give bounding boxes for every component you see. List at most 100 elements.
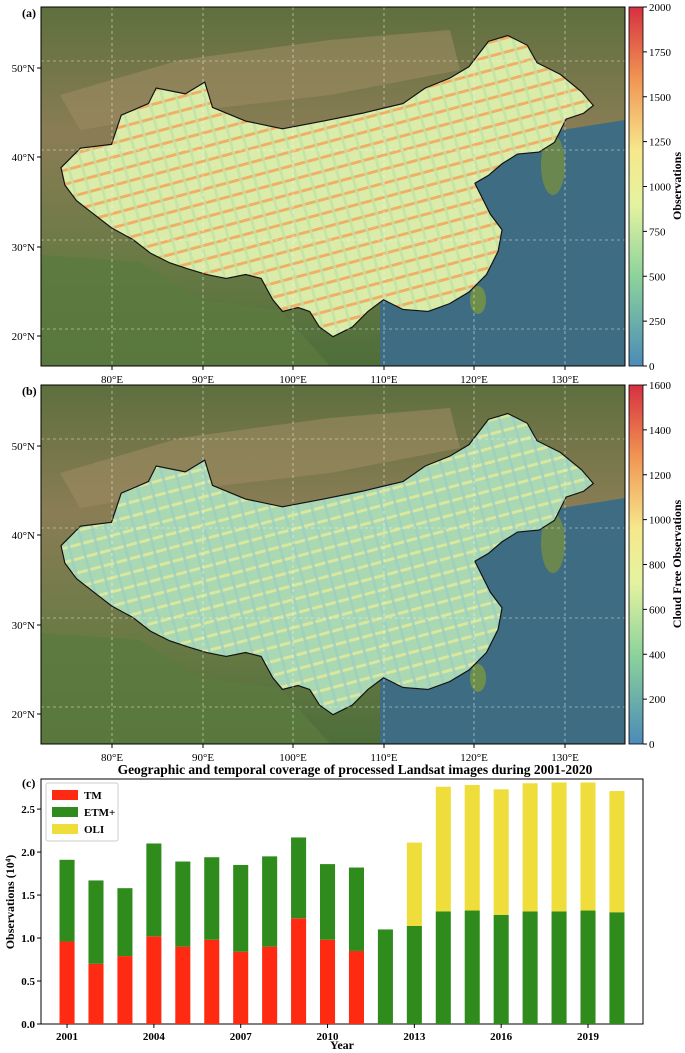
legend-entry: TM	[84, 790, 102, 802]
bar-etm-plus-2001	[59, 859, 75, 942]
panel-b-colorbar	[628, 384, 644, 745]
bar-tm-2005	[175, 946, 191, 1024]
panel-b: (b) 50°N 40°N 30°N 20°N 80°E 90°E 100°E 110°E 1…	[12, 380, 684, 764]
bar-etm-plus-2007	[233, 864, 249, 952]
bar-tm-2010	[320, 939, 336, 1024]
panel-b-lat-tick: 20°N	[12, 709, 35, 721]
panel-a-lat-tick: 40°N	[12, 152, 35, 164]
panel-a-colorbar-tick: 750	[649, 226, 666, 238]
chart-plot-area	[40, 778, 644, 1025]
bar-etm-plus-2009	[291, 837, 307, 919]
y-tick-label: 1.5	[21, 890, 35, 902]
bar-etm-plus-2019	[580, 910, 596, 1024]
panel-b-label: (b)	[22, 384, 37, 398]
bar-tm-2008	[262, 946, 278, 1024]
panel-a-colorbar-label: Observations	[670, 152, 684, 220]
legend-swatch	[52, 807, 78, 817]
panel-b-colorbar-tick: 200	[649, 694, 666, 706]
bar-etm-plus-2015	[464, 910, 480, 1024]
panel-a-lat-tick: 30°N	[12, 242, 35, 254]
bar-etm-plus-2016	[493, 914, 509, 1024]
x-tick-label: 2016	[490, 1031, 513, 1043]
panel-a-lat-tick: 20°N	[12, 331, 35, 343]
legend-entry: ETM+	[84, 807, 115, 819]
bar-tm-2001	[59, 941, 75, 1024]
bar-etm-plus-2002	[88, 880, 104, 964]
panel-b-lon-tick: 110°E	[370, 752, 397, 764]
panel-a-colorbar-tick: 1750	[649, 47, 672, 59]
panel-b-lat-tick: 50°N	[12, 441, 35, 453]
panel-a-lat-tick: 50°N	[12, 63, 35, 75]
bar-etm-plus-2017	[522, 911, 538, 1024]
panel-a-lon-tick: 120°E	[460, 374, 488, 386]
x-axis-label: Year	[330, 1038, 355, 1052]
panel-b-lat-tick: 40°N	[12, 530, 35, 542]
bar-etm-plus-2004	[146, 843, 162, 937]
bar-etm-plus-2018	[551, 911, 567, 1024]
bar-etm-plus-2005	[175, 861, 191, 947]
panel-a-colorbar-tick: 2000	[649, 2, 672, 14]
panel-b-colorbar-tick: 400	[649, 649, 666, 661]
panel-b-colorbar-label: Cloud Free Observations	[670, 499, 684, 628]
bar-tm-2009	[291, 918, 307, 1024]
bar-oli-2015	[464, 785, 480, 911]
panel-a-colorbar-tick: 0	[649, 361, 655, 373]
panel-b-colorbar-tick: 1200	[649, 470, 672, 482]
panel-b-colorbar-tick: 1600	[649, 380, 672, 392]
panel-a-lon-tick: 130°E	[551, 374, 579, 386]
chart-title: Geographic and temporal coverage of proc…	[118, 762, 593, 777]
bar-tm-2004	[146, 936, 162, 1024]
bar-oli-2017	[522, 783, 538, 912]
panel-b-lat-tick: 30°N	[12, 620, 35, 632]
panel-b-colorbar-tick: 0	[649, 739, 655, 751]
legend: TM ETM+ OLI	[45, 782, 119, 842]
bar-etm-plus-2008	[262, 856, 278, 947]
x-tick-label: 2019	[577, 1031, 600, 1043]
bar-oli-2016	[493, 789, 509, 915]
panel-b-lon-tick: 80°E	[101, 752, 123, 764]
bar-tm-2007	[233, 951, 249, 1024]
panel-a-colorbar-tick: 250	[649, 316, 666, 328]
y-tick-label: 1.0	[21, 933, 35, 945]
legend-swatch	[52, 790, 78, 800]
bar-etm-plus-2020	[609, 912, 625, 1024]
y-tick-label: 0.5	[21, 976, 35, 988]
panel-a-colorbar-tick: 1500	[649, 92, 672, 104]
panel-a-colorbar	[628, 6, 644, 367]
panel-b-colorbar-tick: 600	[649, 604, 666, 616]
y-tick-label: 2.5	[21, 804, 35, 816]
bar-etm-plus-2012	[377, 929, 393, 1024]
panel-b-lon-tick: 90°E	[192, 752, 214, 764]
bar-etm-plus-2006	[204, 857, 220, 940]
bar-oli-2013	[406, 842, 422, 926]
panel-a-lon-tick: 80°E	[101, 374, 123, 386]
x-tick-label: 2004	[143, 1031, 166, 1043]
panel-a-label: (a)	[22, 6, 36, 20]
panel-c: (c) Geographic and temporal coverage of …	[3, 762, 644, 1052]
bar-oli-2014	[435, 786, 451, 912]
bar-oli-2019	[580, 782, 596, 911]
y-tick-label: 2.0	[21, 847, 35, 859]
bar-tm-2003	[117, 956, 133, 1024]
x-tick-label: 2001	[56, 1031, 78, 1043]
panel-b-colorbar-tick: 1000	[649, 515, 672, 527]
legend-entry: OLI	[84, 824, 104, 836]
bar-oli-2020	[609, 791, 625, 913]
legend-swatch	[52, 824, 78, 834]
panel-b-colorbar-tick: 800	[649, 560, 666, 572]
panel-b-lon-tick: 130°E	[551, 752, 579, 764]
x-tick-label: 2007	[230, 1031, 253, 1043]
panel-a-colorbar-tick: 500	[649, 271, 666, 283]
panel-a-lon-tick: 100°E	[279, 374, 307, 386]
panel-b-colorbar-tick: 1400	[649, 425, 672, 437]
panel-a-colorbar-tick: 1000	[649, 182, 672, 194]
bar-oli-2018	[551, 782, 567, 912]
panel-b-lon-tick: 120°E	[460, 752, 488, 764]
panel-a-lon-tick: 90°E	[192, 374, 214, 386]
bar-tm-2011	[348, 950, 364, 1024]
panel-a: (a) 50°N 40°N 30°N 20°N 80°E 90°E 100°E 110°E 1…	[12, 2, 684, 386]
bar-etm-plus-2011	[348, 867, 364, 951]
bar-etm-plus-2014	[435, 911, 451, 1024]
panel-b-lon-tick: 100°E	[279, 752, 307, 764]
